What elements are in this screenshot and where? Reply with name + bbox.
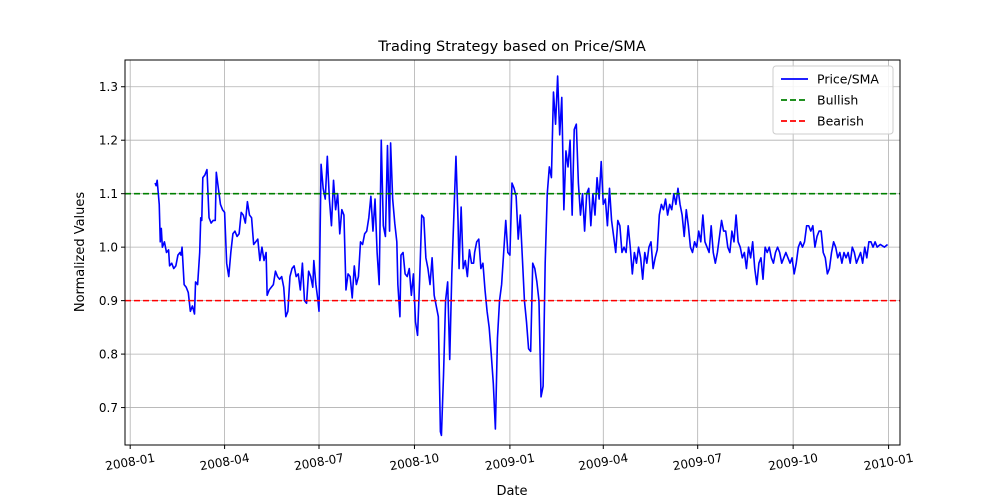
y-axis-label: Normalized Values: [73, 192, 88, 313]
legend-box: [772, 65, 894, 135]
axes-frame: [124, 59, 901, 446]
y-tick-label: 1.3: [99, 80, 118, 94]
legend: Price/SMA Bullish Bearish: [772, 65, 894, 135]
y-tick-label: 0.9: [99, 294, 118, 308]
series-line-price-sma: [154, 75, 889, 437]
chart-title: Trading Strategy based on Price/SMA: [377, 39, 646, 55]
x-axis-label: Date: [496, 484, 527, 499]
legend-label-bullish: Bullish: [817, 93, 858, 108]
plot-area: [125, 75, 900, 437]
y-tick-label: 1.2: [99, 134, 118, 148]
y-tick-label: 1.0: [99, 241, 118, 255]
legend-label-bearish: Bearish: [817, 114, 864, 129]
y-tick-label: 0.8: [99, 348, 118, 362]
y-tick-label: 0.7: [99, 401, 118, 415]
y-axis: 0.7 0.8 0.9 1.0 1.1 1.2 1.3: [99, 80, 125, 415]
legend-label-price-sma: Price/SMA: [817, 72, 879, 87]
y-tick-label: 1.1: [99, 187, 118, 201]
